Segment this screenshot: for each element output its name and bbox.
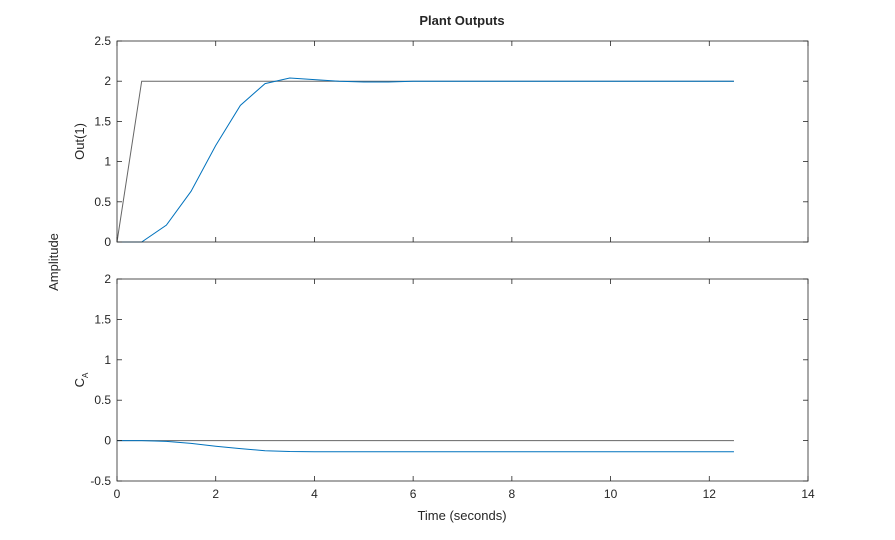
subplot-2-series-2-line xyxy=(117,440,734,453)
y-tick-label: 1.5 xyxy=(94,114,111,128)
y-tick-label: 0 xyxy=(104,235,111,249)
y-tick-label: 2 xyxy=(104,272,111,286)
y-tick-label: 1.5 xyxy=(94,312,111,326)
x-tick-label: 14 xyxy=(801,487,815,501)
subplot-1-series-2-line xyxy=(117,77,734,243)
x-tick-label: 4 xyxy=(311,487,318,501)
y-axis-label: Amplitude xyxy=(46,233,61,291)
y-tick-label: 1 xyxy=(104,155,111,169)
subplot-1-axes-box xyxy=(116,40,809,243)
subplot-2-axes-box xyxy=(116,278,809,482)
subplot-1: 0 0.5 1 1.5 2 2.5 Out(1) xyxy=(72,34,809,249)
x-axis-label: Time (seconds) xyxy=(417,508,506,523)
y-tick-label: 1 xyxy=(104,353,111,367)
y-tick-label: 0.5 xyxy=(94,393,111,407)
subplot-1-series-1-line xyxy=(116,80,734,243)
subplot-2-y-label: CA xyxy=(72,372,90,387)
y-tick-label: -0.5 xyxy=(90,474,111,488)
x-tick-label: 12 xyxy=(703,487,717,501)
chart-title: Plant Outputs xyxy=(419,13,504,28)
y-tick-label: 2.5 xyxy=(94,34,111,48)
x-tick-label: 10 xyxy=(604,487,618,501)
x-tick-label: 6 xyxy=(410,487,417,501)
subplot-1-y-label: Out(1) xyxy=(72,123,87,160)
x-tick-label: 2 xyxy=(212,487,219,501)
x-tick-label: 8 xyxy=(509,487,516,501)
x-tick-label: 0 xyxy=(114,487,121,501)
y-tick-label: 0 xyxy=(104,434,111,448)
y-tick-label: 0.5 xyxy=(94,195,111,209)
y-tick-label: 2 xyxy=(104,74,111,88)
